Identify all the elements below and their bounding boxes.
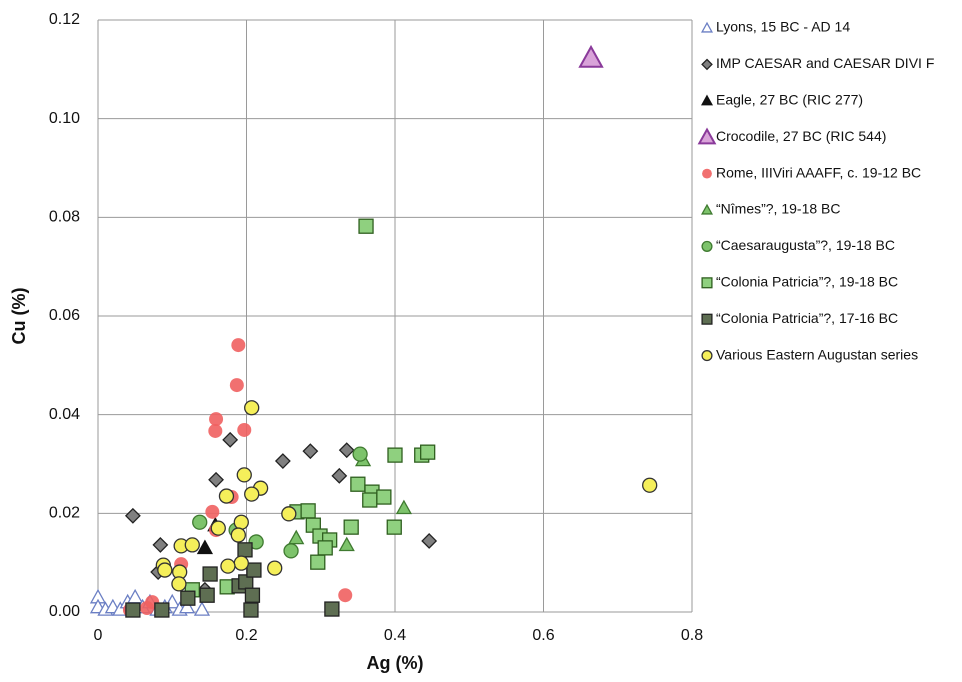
- point: [158, 563, 172, 577]
- point: [289, 531, 303, 544]
- x-tick-label: 0.4: [384, 627, 406, 644]
- point: [126, 603, 140, 617]
- point: [193, 515, 207, 529]
- point: [301, 504, 315, 518]
- point: [234, 515, 248, 529]
- x-tick-label: 0.8: [681, 627, 703, 644]
- point: [340, 443, 354, 457]
- point: [195, 603, 209, 616]
- point: [303, 444, 317, 458]
- x-tick-label: 0: [94, 627, 103, 644]
- y-tick-label: 0.12: [49, 11, 80, 28]
- point: [344, 520, 358, 534]
- point: [203, 567, 217, 581]
- point: [237, 468, 251, 482]
- point: [311, 555, 325, 569]
- point: [332, 469, 346, 483]
- point: [318, 541, 332, 555]
- point: [359, 219, 373, 233]
- point: [128, 590, 142, 603]
- legend-marker: [702, 96, 712, 105]
- x-tick-label: 0.2: [235, 627, 257, 644]
- point: [208, 424, 222, 438]
- legend-marker: [702, 314, 712, 324]
- point: [377, 490, 391, 504]
- point: [388, 448, 402, 462]
- point: [397, 501, 411, 514]
- chart: Ag (%) Cu (%) 0.00 0.02 0.04 0.06 0.08 0.10 0.…: [0, 0, 962, 682]
- point: [340, 538, 354, 551]
- point: [153, 538, 167, 552]
- x-axis-title: Ag (%): [367, 653, 424, 673]
- point: [284, 544, 298, 558]
- legend-label: IMP CAESAR and CAESAR DIVI F: [716, 55, 934, 71]
- point: [185, 538, 199, 552]
- point: [338, 588, 352, 602]
- point: [234, 556, 248, 570]
- point: [223, 433, 237, 447]
- point: [353, 447, 367, 461]
- x-tick-label: 0.6: [532, 627, 554, 644]
- legend-marker: [702, 60, 712, 70]
- point: [181, 591, 195, 605]
- point: [205, 505, 219, 519]
- point: [237, 423, 251, 437]
- point: [221, 559, 235, 573]
- legend-marker: [702, 242, 712, 252]
- y-tick-label: 0.06: [49, 307, 80, 324]
- legend-label: “Colonia Patricia”?, 17-16 BC: [716, 310, 898, 326]
- point: [247, 563, 261, 577]
- point: [580, 47, 602, 67]
- legend-label: Lyons, 15 BC - AD 14: [716, 19, 850, 35]
- point: [245, 487, 259, 501]
- legend-label: “Caesaraugusta”?, 19-18 BC: [716, 237, 895, 253]
- point: [387, 520, 401, 534]
- point: [643, 478, 657, 492]
- point: [231, 338, 245, 352]
- point: [230, 378, 244, 392]
- point: [155, 603, 169, 617]
- point: [282, 507, 296, 521]
- y-tick-label: 0.10: [49, 110, 80, 127]
- legend-label: “Colonia Patricia”?, 19-18 BC: [716, 274, 898, 290]
- point: [200, 588, 214, 602]
- legend-marker: [702, 23, 712, 32]
- point: [126, 509, 140, 523]
- point: [276, 454, 290, 468]
- point: [244, 603, 258, 617]
- y-tick-label: 0.00: [49, 603, 80, 620]
- legend-marker: [702, 169, 712, 179]
- point: [421, 445, 435, 459]
- legend-marker: [702, 278, 712, 288]
- point: [198, 541, 212, 554]
- legend-label: “Nîmes”?, 19-18 BC: [716, 201, 840, 217]
- point: [351, 477, 365, 491]
- point: [268, 561, 282, 575]
- point: [231, 528, 245, 542]
- legend-marker: [702, 205, 712, 214]
- point: [363, 493, 377, 507]
- point: [209, 473, 223, 487]
- legend-label: Rome, IIIViri AAAFF, c. 19-12 BC: [716, 164, 921, 180]
- point: [422, 534, 436, 548]
- point: [245, 588, 259, 602]
- y-axis-title: Cu (%): [9, 288, 29, 345]
- point: [325, 602, 339, 616]
- point: [172, 577, 186, 591]
- y-tick-label: 0.04: [49, 406, 80, 423]
- legend-marker: [702, 351, 712, 361]
- point: [219, 489, 233, 503]
- point: [211, 521, 225, 535]
- legend-label: Eagle, 27 BC (RIC 277): [716, 92, 863, 108]
- legend-marker: [699, 130, 714, 144]
- legend-label: Various Eastern Augustan series: [716, 346, 918, 362]
- point: [238, 543, 252, 557]
- legend-label: Crocodile, 27 BC (RIC 544): [716, 128, 886, 144]
- point: [245, 401, 259, 415]
- y-tick-label: 0.02: [49, 505, 80, 522]
- y-tick-label: 0.08: [49, 209, 80, 226]
